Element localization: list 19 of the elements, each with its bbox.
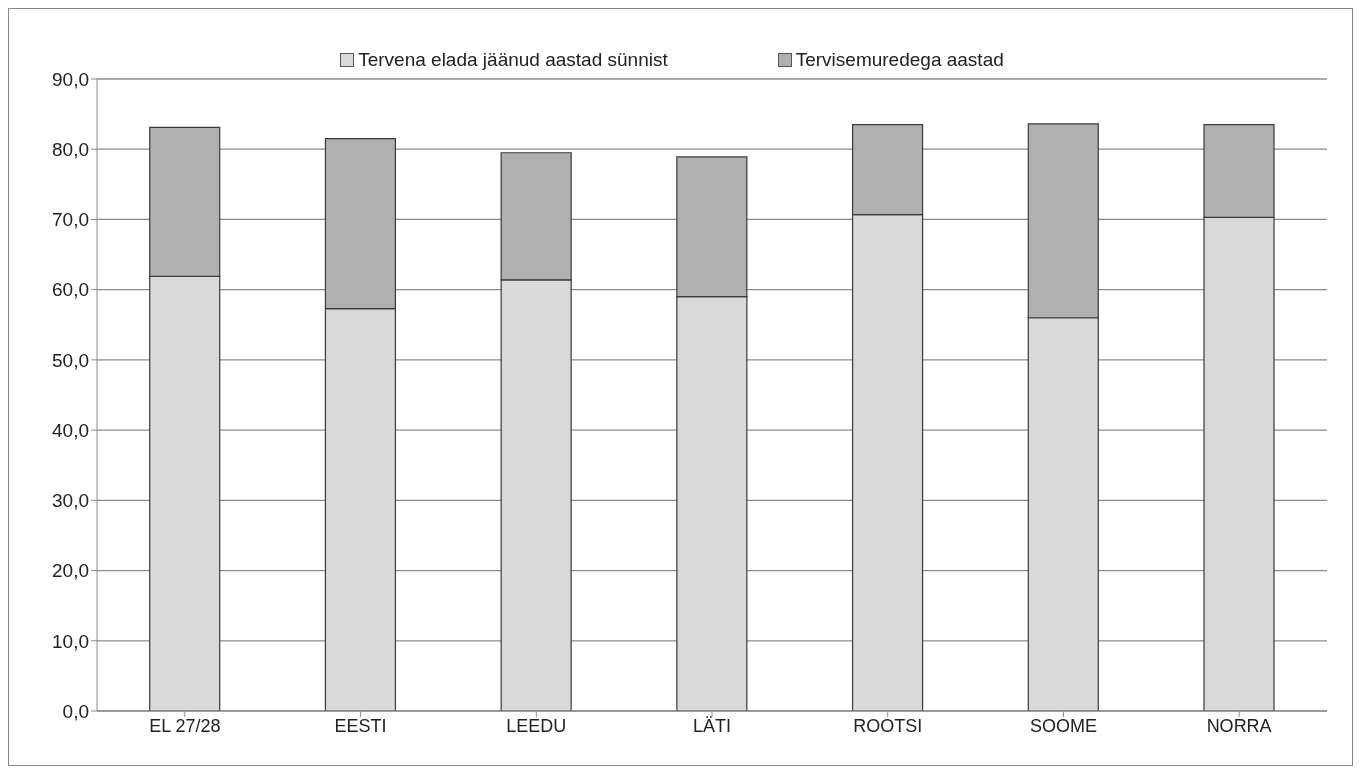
y-tick-label: 10,0 — [52, 630, 89, 652]
x-tick-label: EESTI — [334, 715, 387, 736]
x-tick-label: LÄTI — [692, 715, 732, 736]
y-tick-label: 90,0 — [52, 68, 89, 90]
y-tick-label: 50,0 — [52, 349, 89, 371]
y-tick-label: 70,0 — [52, 209, 89, 231]
y-tick-label: 30,0 — [52, 490, 89, 512]
y-tick-label: 0,0 — [62, 700, 89, 722]
y-tick-label: 80,0 — [52, 138, 89, 160]
x-tick-label: ROOTSI — [853, 715, 923, 736]
x-tick-label: EL 27/28 — [149, 715, 221, 736]
y-tick-label: 20,0 — [52, 560, 89, 582]
legend-label: Tervena elada jäänud aastad sünnist — [357, 49, 668, 71]
x-tick-label: LEEDU — [506, 715, 567, 736]
x-tick-label: NORRA — [1206, 715, 1272, 736]
y-tick-label: 60,0 — [52, 279, 89, 301]
x-tick-label: SOOME — [1029, 715, 1097, 736]
y-tick-label: 40,0 — [52, 419, 89, 441]
legend-label: Tervisemuredega aastad — [794, 49, 1004, 71]
